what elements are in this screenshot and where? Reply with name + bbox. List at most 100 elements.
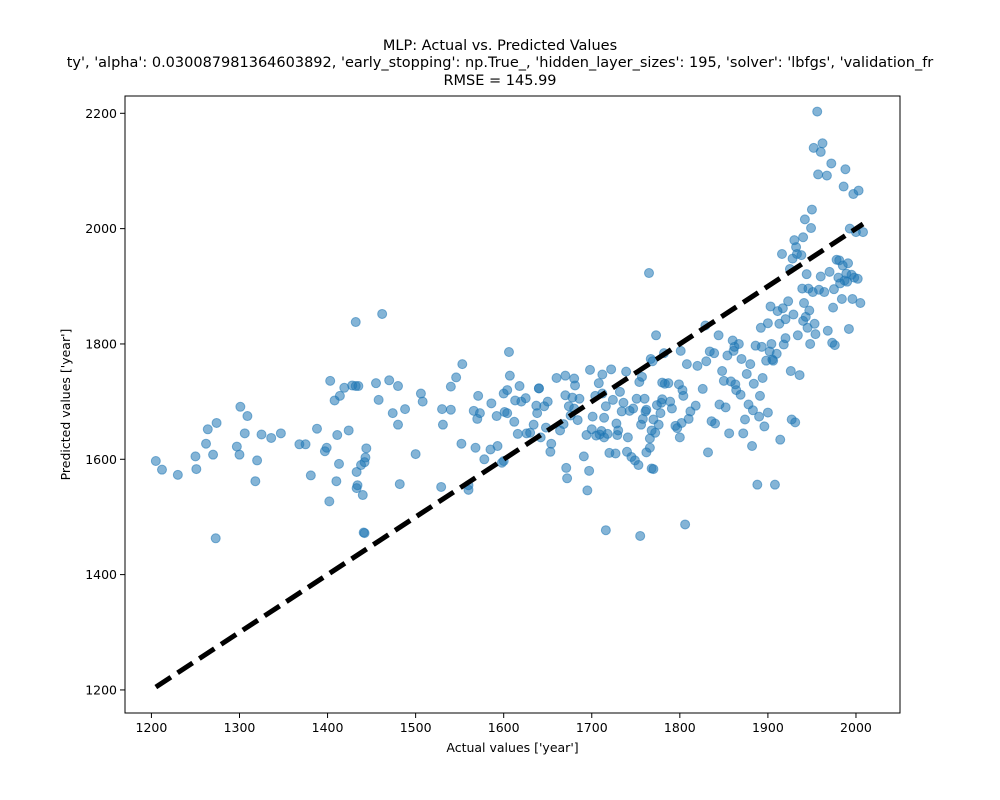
data-point (796, 250, 807, 261)
data-point (593, 378, 604, 389)
data-point (713, 330, 724, 341)
data-point (417, 396, 428, 407)
data-point (331, 476, 342, 487)
data-point (352, 480, 363, 491)
data-point (812, 106, 823, 117)
data-point (790, 417, 801, 428)
data-point (759, 421, 770, 432)
x-tick-label: 1500 (400, 720, 432, 735)
data-point (809, 318, 820, 329)
data-point (769, 479, 780, 490)
data-point (410, 449, 421, 460)
data-point (792, 330, 803, 341)
data-point (502, 408, 513, 419)
chart-subtitle: ty', 'alpha': 0.030087981364603892, 'ear… (66, 55, 934, 71)
data-point (843, 258, 854, 269)
data-point (635, 530, 646, 541)
data-point (651, 330, 662, 341)
data-point (437, 419, 448, 430)
data-point (520, 393, 531, 404)
data-point (351, 466, 362, 477)
data-point (741, 368, 752, 379)
chart-metric: RMSE = 145.99 (443, 73, 557, 89)
data-point (300, 439, 311, 450)
x-axis: 1200 1300 1400 1500 1600 1700 1800 1900 2000 (136, 713, 872, 735)
data-point (618, 397, 629, 408)
data-point (353, 381, 364, 392)
data-point (843, 323, 854, 334)
data-point (771, 348, 782, 359)
data-point (754, 411, 765, 422)
y-tick-label: 1200 (85, 682, 117, 697)
data-point (675, 345, 686, 356)
data-point (806, 223, 817, 234)
data-point (757, 372, 768, 383)
data-point (766, 338, 777, 349)
y-tick-label: 1400 (85, 567, 117, 582)
data-point (674, 432, 685, 443)
data-point (724, 428, 735, 439)
data-point (582, 485, 593, 496)
data-point (777, 303, 788, 314)
data-point (663, 378, 674, 389)
data-point (847, 293, 858, 304)
data-point (606, 364, 617, 375)
data-point (275, 428, 286, 439)
data-point (252, 455, 263, 466)
data-point (393, 419, 404, 430)
data-point (747, 441, 758, 452)
data-point (826, 158, 837, 169)
data-point (542, 396, 553, 407)
data-point (525, 427, 536, 438)
data-point (325, 375, 336, 386)
data-point (821, 170, 832, 181)
data-point (648, 464, 659, 475)
x-tick-label: 1700 (576, 720, 608, 735)
y-tick-label: 1600 (85, 452, 117, 467)
data-point (504, 370, 515, 381)
x-tick-label: 1400 (312, 720, 344, 735)
data-point (762, 318, 773, 329)
data-point (191, 464, 202, 475)
data-point (491, 411, 502, 422)
data-point (533, 383, 544, 394)
data-point (377, 308, 388, 319)
data-point (599, 412, 610, 423)
data-point (740, 414, 750, 425)
data-point (201, 438, 212, 449)
data-point (235, 401, 246, 412)
data-point (748, 378, 759, 389)
data-point (570, 380, 581, 391)
data-point (384, 375, 395, 386)
data-point (324, 496, 335, 507)
data-point (780, 333, 791, 344)
data-point (415, 388, 426, 399)
x-tick-label: 1600 (488, 720, 520, 735)
data-point (747, 405, 758, 416)
data-point (681, 359, 692, 370)
data-point (597, 369, 608, 380)
data-point (156, 464, 167, 475)
data-point (752, 479, 763, 490)
reference-line (154, 221, 865, 690)
data-point (211, 417, 222, 428)
data-point (762, 407, 773, 418)
y-tick-label: 1800 (85, 336, 117, 351)
data-point (639, 393, 650, 404)
x-tick-label: 2000 (840, 720, 872, 735)
data-point (717, 366, 728, 377)
data-point (486, 398, 497, 409)
data-point (799, 298, 810, 309)
data-point (817, 138, 828, 149)
data-point (545, 446, 556, 457)
data-point (256, 429, 267, 440)
chart-title: MLP: Actual vs. Predicted Values (382, 38, 618, 54)
x-tick-label: 1900 (752, 720, 784, 735)
data-point (836, 293, 847, 304)
data-point (798, 232, 809, 243)
data-point (824, 266, 835, 277)
data-point (393, 381, 404, 392)
data-point (190, 451, 201, 462)
data-point (400, 404, 411, 415)
